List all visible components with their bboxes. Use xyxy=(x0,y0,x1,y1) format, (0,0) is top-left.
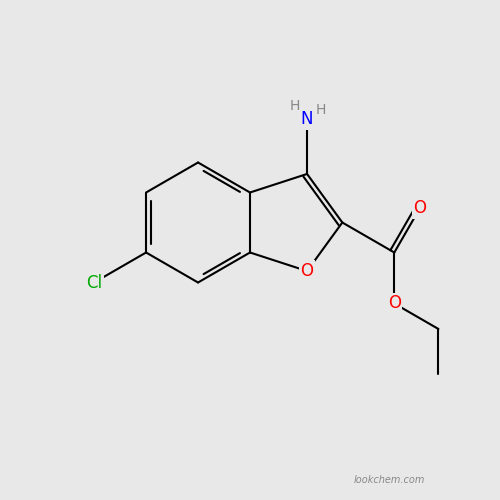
Text: O: O xyxy=(388,294,401,312)
Text: lookchem.com: lookchem.com xyxy=(354,475,425,485)
Text: O: O xyxy=(414,200,426,218)
Text: H: H xyxy=(290,100,300,114)
Text: Cl: Cl xyxy=(86,274,102,291)
Text: H: H xyxy=(316,103,326,117)
Text: N: N xyxy=(301,110,314,128)
Text: O: O xyxy=(300,262,314,280)
